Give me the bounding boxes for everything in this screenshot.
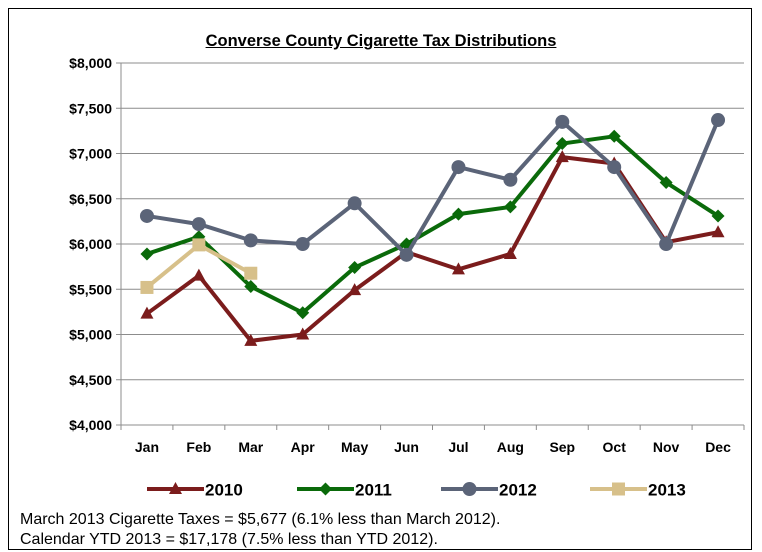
x-tick-label: Dec xyxy=(705,439,731,455)
y-tick-label: $6,500 xyxy=(69,191,112,207)
data-point-2010 xyxy=(140,306,154,319)
series-line-2011 xyxy=(146,134,720,315)
data-point-2012 xyxy=(555,114,570,129)
data-point-2010 xyxy=(503,246,517,259)
data-point-2012 xyxy=(399,247,414,262)
series-line-2010 xyxy=(145,155,719,343)
x-tick-label: Jul xyxy=(448,439,468,455)
data-point-2012 xyxy=(451,160,466,175)
data-point-2010 xyxy=(348,283,362,296)
data-point-2012 xyxy=(659,237,674,251)
line-chart: $4,000 $4,500 $5,000 $5,500 $6,000 $6,500 $7,0… xyxy=(69,55,745,500)
y-tick-label: $5,000 xyxy=(69,327,112,343)
x-tick-label: Mar xyxy=(238,439,263,455)
data-point-2011 xyxy=(451,207,465,221)
chart-title: Converse County Cigarette Tax Distributi… xyxy=(205,32,557,50)
data-point-2012 xyxy=(139,208,154,223)
data-point-2011 xyxy=(348,261,362,275)
y-tick-label: $4,500 xyxy=(69,372,112,388)
y-tick-label: $7,500 xyxy=(69,100,112,116)
data-point-2011 xyxy=(555,137,569,151)
data-point-2010 xyxy=(711,225,725,238)
x-tick-label: Feb xyxy=(186,439,211,455)
legend-label-2013: 2013 xyxy=(648,481,686,500)
data-point-2012 xyxy=(191,217,206,232)
legend-marker-2013 xyxy=(612,482,625,496)
y-tick-label: $7,000 xyxy=(69,146,112,162)
data-point-2013 xyxy=(140,280,154,294)
data-point-2010 xyxy=(555,150,569,163)
x-tick-label: Jan xyxy=(135,439,159,455)
x-tick-label: Nov xyxy=(653,439,680,455)
data-point-2010 xyxy=(451,262,465,275)
data-point-2012 xyxy=(243,233,258,248)
legend-label-2010: 2010 xyxy=(205,481,243,500)
data-point-2011 xyxy=(296,306,310,320)
data-point-2012 xyxy=(347,196,362,211)
data-point-2012 xyxy=(503,172,518,187)
note-ytd-taxes: Calendar YTD 2013 = $17,178 (7.5% less t… xyxy=(20,531,438,548)
data-point-2011 xyxy=(659,175,673,189)
data-point-2011 xyxy=(503,200,517,214)
series-line-2012 xyxy=(146,119,720,257)
legend-marker-2011 xyxy=(319,482,332,496)
y-tick-label: $8,000 xyxy=(69,55,112,71)
data-point-2011 xyxy=(244,280,258,294)
data-point-2011 xyxy=(140,247,154,261)
data-point-2010 xyxy=(296,327,310,340)
y-tick-label: $4,000 xyxy=(69,417,112,433)
data-point-2011 xyxy=(711,209,725,223)
data-point-2013 xyxy=(192,238,206,252)
x-tick-label: Oct xyxy=(603,439,627,455)
data-point-2012 xyxy=(711,113,726,128)
x-tick-label: Apr xyxy=(291,439,316,455)
x-tick-label: Jun xyxy=(394,439,419,455)
y-tick-label: $5,500 xyxy=(69,281,112,297)
legend-label-2011: 2011 xyxy=(355,481,392,500)
legend-label-2012: 2012 xyxy=(499,481,537,500)
x-tick-label: Sep xyxy=(549,439,575,455)
data-point-2010 xyxy=(244,333,258,346)
legend-marker-2012 xyxy=(462,482,477,496)
x-tick-label: Aug xyxy=(497,439,524,455)
data-point-2013 xyxy=(244,266,258,280)
note-march-taxes: March 2013 Cigarette Taxes = $5,677 (6.1… xyxy=(20,511,501,528)
legend-marker-2010 xyxy=(169,482,182,494)
data-point-2012 xyxy=(295,237,310,251)
x-tick-label: May xyxy=(341,439,368,455)
data-point-2010 xyxy=(192,268,206,281)
y-tick-label: $6,000 xyxy=(69,236,112,252)
data-point-2011 xyxy=(607,129,621,143)
chart-frame xyxy=(8,8,752,550)
data-point-2012 xyxy=(607,160,622,175)
